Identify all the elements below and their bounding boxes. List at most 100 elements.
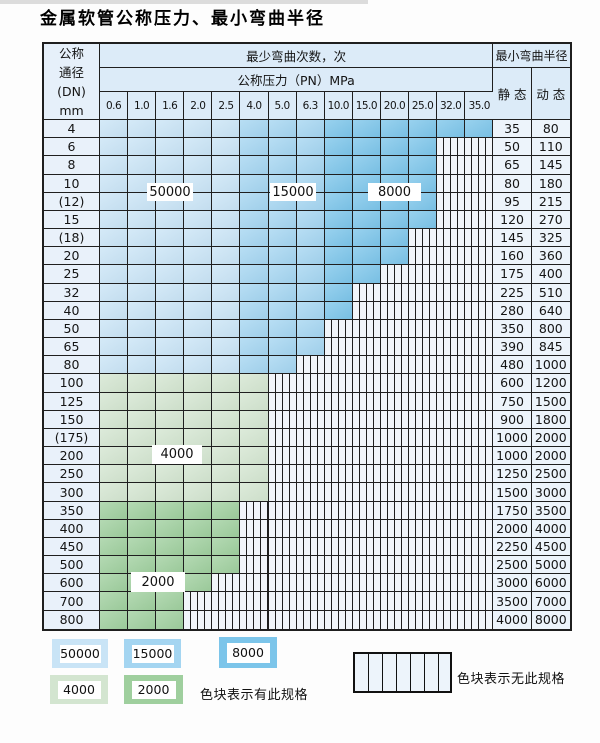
static-radius-value: 1250 bbox=[493, 465, 532, 484]
row-label-dn: 8 bbox=[44, 156, 100, 175]
spec-cell-colored bbox=[100, 447, 129, 466]
spec-cell-colored bbox=[128, 120, 157, 139]
row-label-dn: 6 bbox=[44, 138, 100, 157]
spec-cell-no-spec bbox=[240, 537, 269, 557]
static-header: 静 态 bbox=[493, 68, 532, 120]
spec-cell-no-spec bbox=[268, 410, 297, 429]
dynamic-radius-value: 1200 bbox=[531, 374, 570, 393]
spec-cell-no-spec bbox=[268, 447, 297, 466]
spec-cell-colored bbox=[437, 120, 466, 139]
spec-cell-no-spec bbox=[437, 338, 466, 357]
dn-header-line: 通径 bbox=[58, 64, 84, 80]
spec-cell-no-spec bbox=[352, 465, 381, 484]
spec-cell-colored bbox=[268, 210, 297, 230]
spec-cell-colored bbox=[465, 120, 494, 139]
spec-cell-colored bbox=[296, 120, 325, 139]
spec-cell-colored bbox=[184, 338, 213, 357]
spec-cell-colored bbox=[268, 265, 297, 284]
spec-cell-no-spec bbox=[409, 392, 438, 411]
spec-cell-colored bbox=[212, 247, 241, 266]
spec-cell-no-spec bbox=[352, 356, 381, 375]
spec-cell-no-spec bbox=[409, 338, 438, 357]
spec-cell-no-spec bbox=[465, 265, 494, 284]
cycles-header: 最少弯曲次数，次 bbox=[100, 44, 494, 68]
spec-cell-colored bbox=[212, 519, 241, 538]
spec-cell-colored bbox=[100, 465, 129, 484]
spec-cell-colored bbox=[268, 356, 297, 375]
spec-cell-no-spec bbox=[352, 501, 381, 520]
spec-cell-colored bbox=[128, 428, 157, 448]
spec-cell-no-spec bbox=[324, 592, 353, 611]
spec-cell-colored bbox=[212, 138, 241, 157]
dn-header: 公称 通径 (DN) mm bbox=[44, 44, 100, 120]
pressure-tick: 6.3 bbox=[296, 92, 325, 120]
spec-cell-colored bbox=[268, 338, 297, 357]
spec-cell-no-spec bbox=[380, 392, 410, 411]
spec-cell-no-spec bbox=[324, 374, 353, 393]
spec-cell-no-spec bbox=[465, 574, 494, 593]
spec-cell-colored bbox=[100, 392, 129, 411]
pressure-tick: 5.0 bbox=[268, 92, 297, 120]
spec-cell-no-spec bbox=[465, 338, 494, 357]
spec-cell-colored bbox=[324, 210, 353, 230]
spec-cell-colored bbox=[212, 265, 241, 284]
spec-cell-colored bbox=[100, 428, 129, 448]
spec-cell-no-spec bbox=[465, 192, 494, 211]
spec-cell-no-spec bbox=[465, 210, 494, 230]
pressure-tick: 2.5 bbox=[212, 92, 241, 120]
spec-cell-no-spec bbox=[324, 319, 353, 339]
spec-cell-colored bbox=[268, 247, 297, 266]
spec-cell-colored bbox=[128, 156, 157, 175]
spec-cell-colored bbox=[268, 120, 297, 139]
spec-cell-no-spec bbox=[268, 501, 297, 520]
spec-cell-no-spec bbox=[268, 592, 297, 611]
spec-cell-colored bbox=[240, 410, 269, 429]
dn-header-line: 公称 bbox=[58, 45, 84, 61]
spec-cell-no-spec bbox=[380, 319, 410, 339]
spec-cell-colored bbox=[100, 338, 129, 357]
dynamic-radius-value: 400 bbox=[531, 265, 570, 284]
static-radius-value: 1500 bbox=[493, 483, 532, 502]
dynamic-radius-value: 7000 bbox=[531, 592, 570, 611]
spec-cell-colored bbox=[156, 265, 185, 284]
spec-cell-colored bbox=[296, 138, 325, 157]
static-radius-value: 4000 bbox=[493, 610, 532, 629]
spec-cell-no-spec bbox=[437, 283, 466, 302]
dynamic-radius-value: 1000 bbox=[531, 356, 570, 375]
spec-cell-no-spec bbox=[352, 592, 381, 611]
spec-cell-colored bbox=[240, 428, 269, 448]
spec-cell-no-spec bbox=[352, 319, 381, 339]
static-radius-value: 35 bbox=[493, 120, 532, 139]
spec-cell-no-spec bbox=[352, 374, 381, 393]
spec-cell-colored bbox=[212, 465, 241, 484]
spec-cell-colored bbox=[240, 265, 269, 284]
spec-cell-no-spec bbox=[268, 465, 297, 484]
spec-cell-no-spec bbox=[324, 338, 353, 357]
spec-cell-no-spec bbox=[465, 174, 494, 193]
spec-cell-no-spec bbox=[352, 537, 381, 557]
spec-cell-colored bbox=[156, 410, 185, 429]
spec-cell-colored bbox=[212, 319, 241, 339]
spec-cell-no-spec bbox=[465, 465, 494, 484]
spec-cell-colored bbox=[184, 392, 213, 411]
spec-cell-colored bbox=[156, 356, 185, 375]
spec-cell-colored bbox=[212, 301, 241, 320]
spec-cell-colored bbox=[100, 210, 129, 230]
legend-swatch-label: 15000 bbox=[131, 644, 174, 663]
spec-cell-no-spec bbox=[409, 301, 438, 320]
pressure-tick: 1.6 bbox=[156, 92, 185, 120]
spec-cell-colored bbox=[100, 174, 129, 193]
spec-cell-no-spec bbox=[437, 483, 466, 502]
spec-cell-colored bbox=[352, 210, 381, 230]
spec-cell-colored bbox=[240, 356, 269, 375]
spec-cell-no-spec bbox=[240, 592, 269, 611]
pressure-tick: 32.0 bbox=[437, 92, 466, 120]
row-label-dn: 150 bbox=[44, 410, 100, 429]
spec-cell-colored bbox=[100, 483, 129, 502]
row-label-dn: 350 bbox=[44, 501, 100, 520]
spec-cell-colored bbox=[128, 229, 157, 248]
dynamic-radius-value: 80 bbox=[531, 120, 570, 139]
static-radius-value: 600 bbox=[493, 374, 532, 393]
row-label-dn: 700 bbox=[44, 592, 100, 611]
spec-cell-no-spec bbox=[296, 537, 325, 557]
